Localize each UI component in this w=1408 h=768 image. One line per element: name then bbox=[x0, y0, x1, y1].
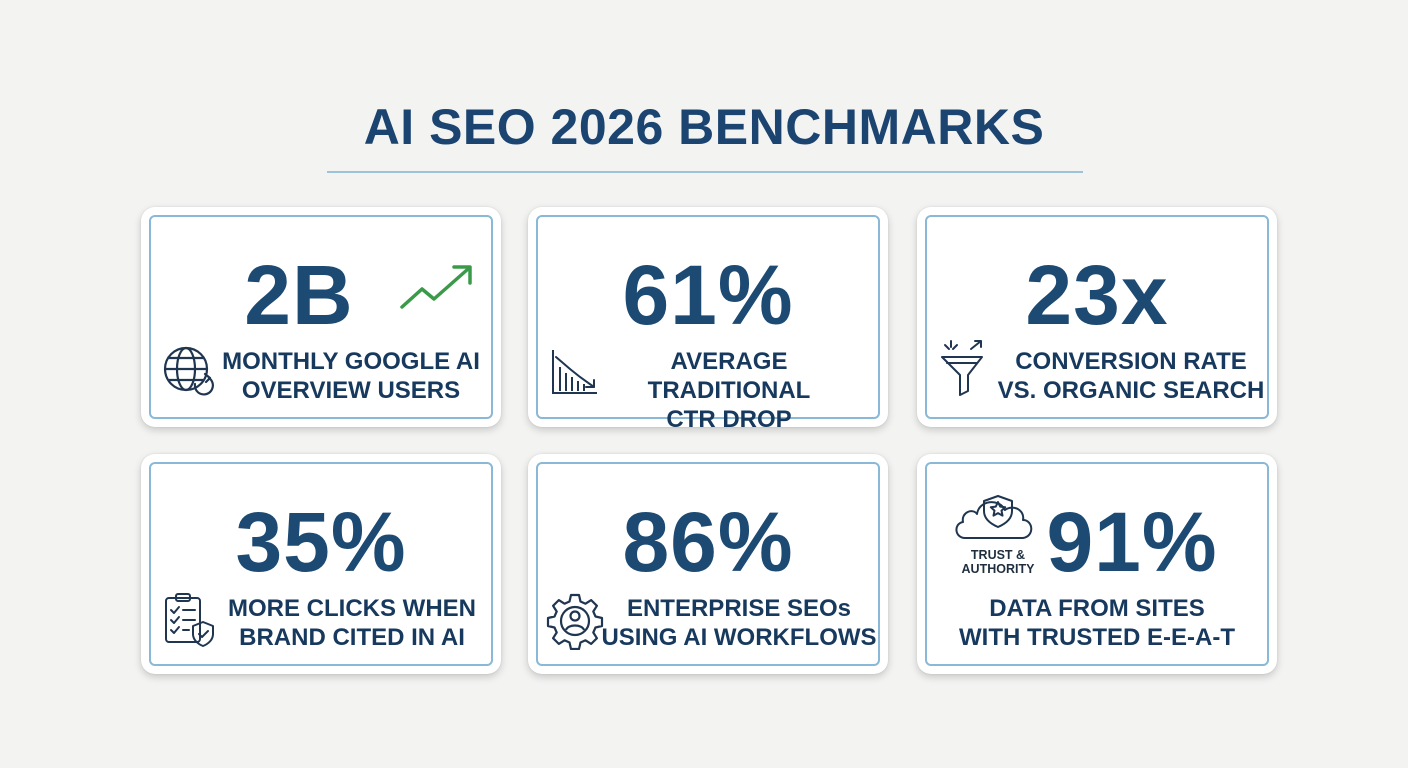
checklist-shield-icon bbox=[163, 592, 219, 648]
badge-line-2: AUTHORITY bbox=[961, 562, 1035, 576]
label-line-1: MONTHLY GOOGLE AI bbox=[222, 348, 480, 375]
label-line-2: BRAND CITED IN AI bbox=[239, 624, 465, 651]
label-line-2: VS. ORGANIC SEARCH bbox=[997, 377, 1265, 404]
card-border: 35% MORE CLICKS WHEN BRAND CITED IN AI bbox=[149, 462, 493, 666]
stat-value: 2B bbox=[244, 248, 354, 342]
stat-card-conversion-rate: 23x CONVERSION RATE VS. ORGANIC SEARCH bbox=[917, 207, 1277, 427]
label-line-2: CTR DROP bbox=[666, 406, 792, 433]
label-line-2: USING AI WORKFLOWS bbox=[601, 624, 877, 651]
gear-user-icon bbox=[546, 592, 604, 650]
stat-label: ENTERPRISE SEOs USING AI WORKFLOWS bbox=[598, 594, 880, 652]
card-border: 23x CONVERSION RATE VS. ORGANIC SEARCH bbox=[925, 215, 1269, 419]
card-border: 91% TRUST & AUTHORITY DATA FROM SITES WI… bbox=[925, 462, 1269, 666]
stat-card-trusted-eeat: 91% TRUST & AUTHORITY DATA FROM SITES WI… bbox=[917, 454, 1277, 674]
label-line-1: AVERAGE TRADITIONAL bbox=[647, 348, 811, 404]
globe-refresh-icon bbox=[161, 344, 215, 398]
label-line-1: DATA FROM SITES bbox=[989, 595, 1205, 622]
stat-card-more-clicks: 35% MORE CLICKS WHEN BRAND CITED IN AI bbox=[141, 454, 501, 674]
stat-value: 91% bbox=[1046, 495, 1218, 589]
badge-line-1: TRUST & bbox=[970, 548, 1026, 562]
trust-shield-cloud-icon: TRUST & AUTHORITY bbox=[953, 490, 1043, 576]
card-border: 2B MONTHLY GOOGLE AI OVERVIEW USERS bbox=[149, 215, 493, 419]
stat-card-enterprise-seos: 86% ENTERPRISE SEOs USING AI WORKFLOWS bbox=[528, 454, 888, 674]
stat-card-monthly-users: 2B MONTHLY GOOGLE AI OVERVIEW USERS bbox=[141, 207, 501, 427]
stat-label: MONTHLY GOOGLE AI OVERVIEW USERS bbox=[216, 347, 486, 405]
stat-label: CONVERSION RATE VS. ORGANIC SEARCH bbox=[991, 347, 1271, 405]
stat-value: 86% bbox=[622, 495, 794, 589]
stat-card-ctr-drop: 61% AVERAGE TRADITIONAL CTR DROP bbox=[528, 207, 888, 433]
conversion-funnel-icon bbox=[939, 339, 991, 399]
label-line-2: WITH TRUSTED E-E-A-T bbox=[959, 624, 1235, 651]
page-title: AI SEO 2026 BENCHMARKS bbox=[363, 99, 1045, 155]
stat-label: DATA FROM SITES WITH TRUSTED E-E-A-T bbox=[947, 594, 1247, 652]
label-line-1: CONVERSION RATE bbox=[1015, 348, 1247, 375]
trend-up-arrow-icon bbox=[398, 261, 478, 313]
stat-value: 35% bbox=[235, 495, 407, 589]
declining-bar-chart-icon bbox=[550, 347, 600, 397]
label-line-1: ENTERPRISE SEOs bbox=[626, 595, 852, 622]
stat-label: AVERAGE TRADITIONAL CTR DROP bbox=[588, 347, 870, 434]
label-line-1: MORE CLICKS WHEN bbox=[228, 595, 476, 622]
stat-label: MORE CLICKS WHEN BRAND CITED IN AI bbox=[211, 594, 493, 652]
card-border: 61% AVERAGE TRADITIONAL CTR DROP bbox=[536, 215, 880, 433]
label-line-2: OVERVIEW USERS bbox=[241, 377, 461, 404]
title-divider bbox=[327, 171, 1083, 173]
trust-authority-label: TRUST & AUTHORITY bbox=[953, 548, 1043, 576]
stat-value: 61% bbox=[622, 248, 794, 342]
stat-value: 23x bbox=[1025, 248, 1169, 342]
card-border: 86% ENTERPRISE SEOs USING AI WORKFLOWS bbox=[536, 462, 880, 666]
